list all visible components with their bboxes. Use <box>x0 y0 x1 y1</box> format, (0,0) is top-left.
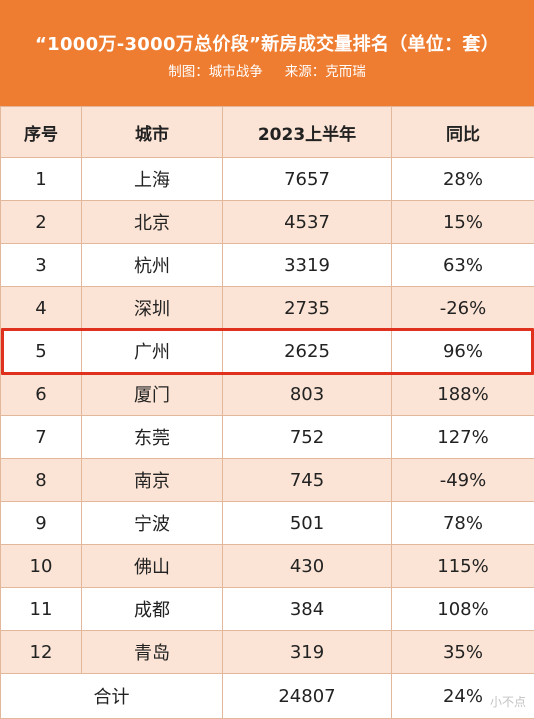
rank-cell: 3 <box>1 244 82 287</box>
column-header-rank: 序号 <box>1 107 82 158</box>
city-cell: 广州 <box>82 330 223 373</box>
volume-cell: 501 <box>223 502 392 545</box>
yoy-cell: 78% <box>392 502 534 545</box>
city-cell: 东莞 <box>82 416 223 459</box>
column-header-volume: 2023上半年 <box>223 107 392 158</box>
rank-cell: 8 <box>1 459 82 502</box>
table-header-row: 序号 城市 2023上半年 同比 <box>1 107 534 158</box>
city-cell: 北京 <box>82 201 223 244</box>
rank-cell: 5 <box>1 330 82 373</box>
volume-cell: 2735 <box>223 287 392 330</box>
volume-cell: 430 <box>223 545 392 588</box>
city-cell: 成都 <box>82 588 223 631</box>
yoy-cell: 28% <box>392 158 534 201</box>
rank-cell: 9 <box>1 502 82 545</box>
yoy-cell: 35% <box>392 631 534 674</box>
source-text: 来源：克而瑞 <box>285 64 366 80</box>
title-banner: “1000万-3000万总价段”新房成交量排名（单位：套） 制图：城市战争 来源：… <box>0 0 534 106</box>
city-cell: 厦门 <box>82 373 223 416</box>
yoy-cell: -49% <box>392 459 534 502</box>
column-header-city: 城市 <box>82 107 223 158</box>
rank-cell: 11 <box>1 588 82 631</box>
yoy-cell: 15% <box>392 201 534 244</box>
volume-cell: 4537 <box>223 201 392 244</box>
rank-cell: 4 <box>1 287 82 330</box>
yoy-cell: 115% <box>392 545 534 588</box>
city-cell: 上海 <box>82 158 223 201</box>
volume-cell: 745 <box>223 459 392 502</box>
volume-cell: 384 <box>223 588 392 631</box>
city-cell: 佛山 <box>82 545 223 588</box>
city-cell: 深圳 <box>82 287 223 330</box>
total-volume: 24807 <box>223 674 392 719</box>
volume-cell: 803 <box>223 373 392 416</box>
city-cell: 青岛 <box>82 631 223 674</box>
yoy-cell: 108% <box>392 588 534 631</box>
volume-cell: 3319 <box>223 244 392 287</box>
rank-cell: 2 <box>1 201 82 244</box>
column-header-yoy: 同比 <box>392 107 534 158</box>
watermark-text: 小不点 <box>490 693 526 710</box>
rank-cell: 1 <box>1 158 82 201</box>
yoy-cell: -26% <box>392 287 534 330</box>
city-cell: 宁波 <box>82 502 223 545</box>
volume-cell: 752 <box>223 416 392 459</box>
city-cell: 杭州 <box>82 244 223 287</box>
yoy-cell: 188% <box>392 373 534 416</box>
rank-cell: 10 <box>1 545 82 588</box>
volume-cell: 319 <box>223 631 392 674</box>
yoy-cell: 127% <box>392 416 534 459</box>
rank-cell: 12 <box>1 631 82 674</box>
total-label: 合计 <box>1 674 223 719</box>
city-cell: 南京 <box>82 459 223 502</box>
rank-cell: 6 <box>1 373 82 416</box>
credit-text: 制图：城市战争 <box>168 64 263 80</box>
yoy-cell: 63% <box>392 244 534 287</box>
volume-cell: 7657 <box>223 158 392 201</box>
total-row: 合计 24807 24% <box>1 674 534 719</box>
yoy-cell: 96% <box>392 330 534 373</box>
volume-cell: 2625 <box>223 330 392 373</box>
chart-subtitle: 制图：城市战争 来源：克而瑞 <box>0 60 534 80</box>
rank-cell: 7 <box>1 416 82 459</box>
chart-title: “1000万-3000万总价段”新房成交量排名（单位：套） <box>0 30 534 56</box>
